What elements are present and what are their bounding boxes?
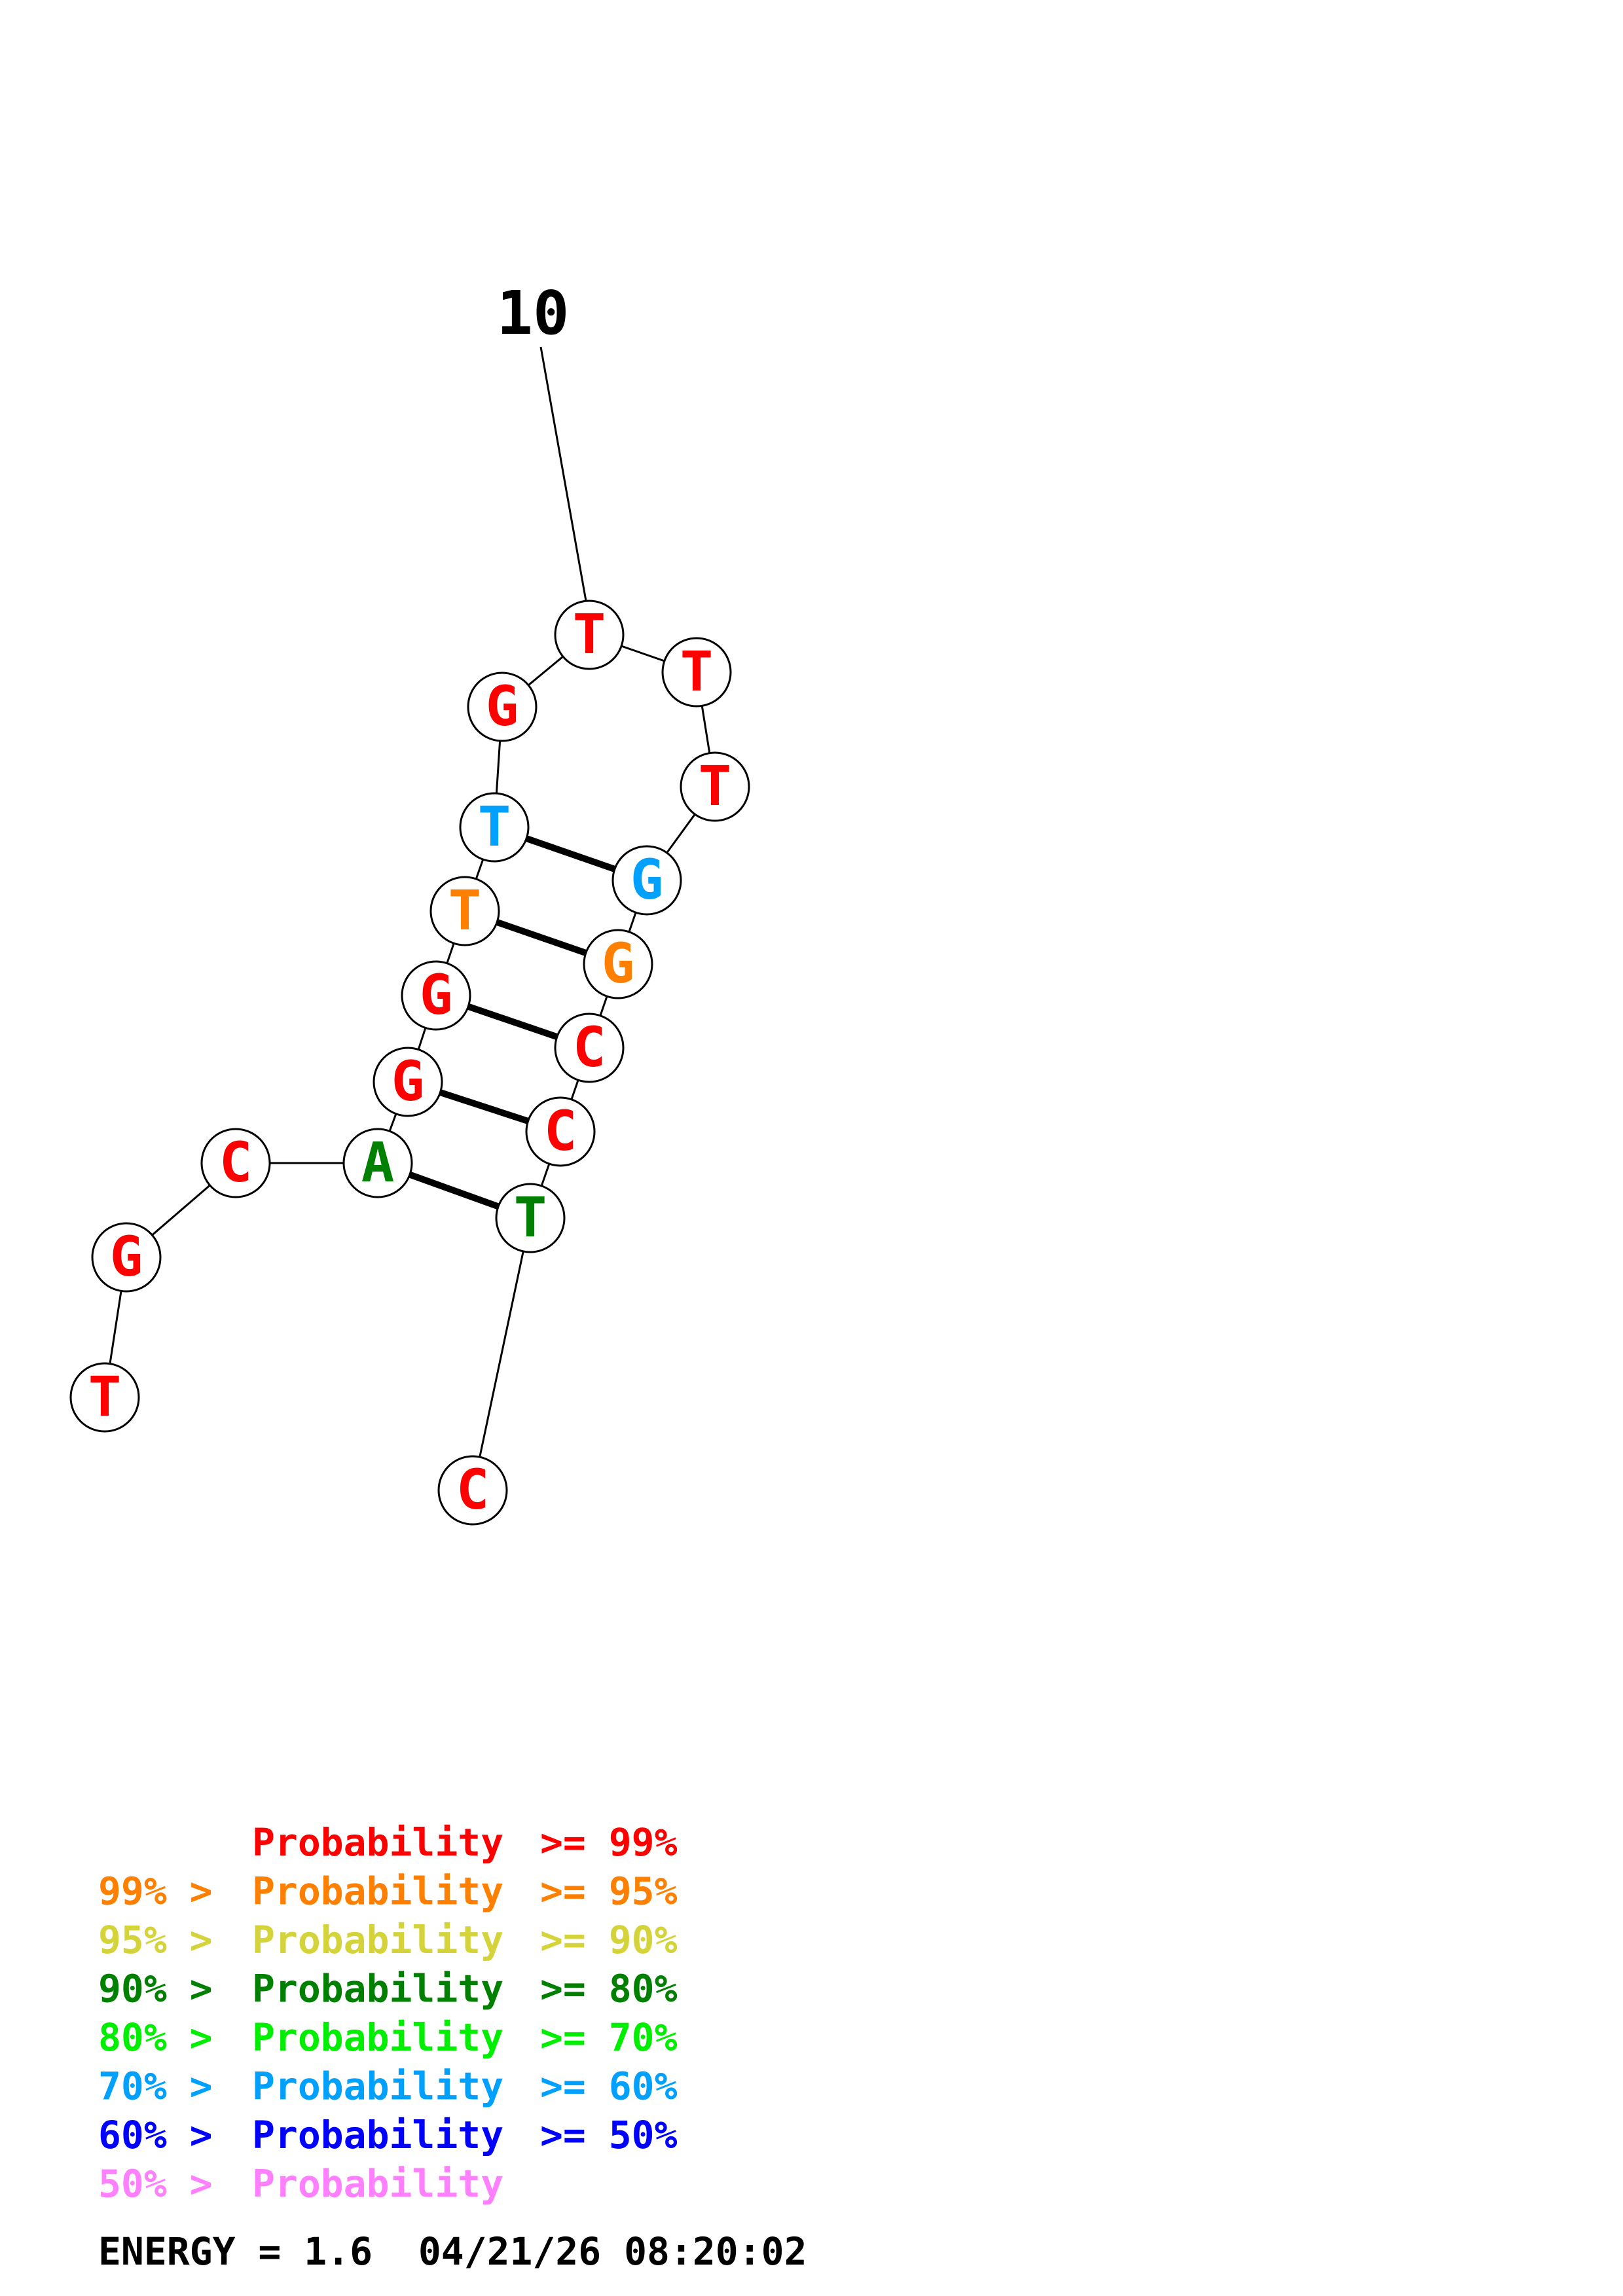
nucleotide-circle — [583, 929, 653, 999]
legend-label: Probability — [252, 2064, 503, 2109]
nucleotide-base: C — [544, 1099, 577, 1163]
legend-label: Probability — [252, 1918, 503, 1962]
nucleotide-circle — [554, 600, 625, 670]
nucleotide-base: C — [456, 1458, 490, 1522]
nucleotide-10: T — [554, 600, 625, 670]
nucleotide-12: T — [680, 751, 750, 822]
nucleotide-3: C — [200, 1128, 271, 1198]
backbone-segment — [471, 1217, 532, 1491]
nucleotide-17: T — [495, 1183, 566, 1253]
legend-suffix: >= 50% — [540, 2113, 678, 2157]
nucleotide-4: A — [342, 1128, 413, 1198]
nucleotide-15: C — [554, 1013, 625, 1083]
legend-label: Probability — [252, 1869, 503, 1914]
nucleotide-base: T — [88, 1365, 122, 1429]
nucleotide-5: G — [373, 1047, 443, 1117]
nucleotide-circle — [373, 1047, 443, 1117]
legend-prefix: 99% > — [98, 1869, 213, 1914]
nucleotide-circle — [525, 1096, 596, 1167]
nucleotide-11: T — [661, 637, 732, 708]
nucleotide-base: G — [420, 963, 453, 1027]
nucleotide-circle — [661, 637, 732, 708]
nucleotide-circle — [437, 1455, 508, 1526]
nucleotide-circle — [429, 876, 500, 946]
legend-row: 90% > Probability >= 80% — [98, 1967, 678, 2011]
nucleotide-1: T — [69, 1362, 140, 1433]
position-marker-tick — [539, 346, 587, 601]
nucleotide-14: G — [583, 929, 653, 999]
nucleotide-base: C — [573, 1015, 606, 1079]
nucleotide-base: A — [361, 1130, 395, 1194]
nucleotide-circle — [611, 845, 682, 916]
nucleotide-base: G — [486, 674, 519, 738]
legend-row: 80% > Probability >= 70% — [98, 2015, 678, 2060]
nucleotide-circle — [401, 960, 471, 1031]
legend-suffix: >= 70% — [540, 2015, 678, 2060]
legend-suffix: >= 60% — [540, 2064, 678, 2109]
legend-prefix: 95% > — [98, 1918, 213, 1962]
nucleotide-base: T — [514, 1185, 547, 1249]
legend-row: 60% > Probability >= 50% — [98, 2113, 678, 2157]
legend-prefix: 60% > — [98, 2113, 213, 2157]
legend-label: Probability — [252, 2113, 503, 2157]
legend-prefix: 70% > — [98, 2064, 213, 2109]
nucleotide-16: C — [525, 1096, 596, 1167]
nucleotide-7: T — [429, 876, 500, 946]
nucleotide-circle — [200, 1128, 271, 1198]
legend-prefix: 50% > — [98, 2162, 213, 2206]
nucleotide-circle — [554, 1013, 625, 1083]
legend-label: Probability — [252, 1820, 503, 1865]
legend-row: 50% > Probability — [98, 2162, 503, 2206]
nucleotide-base: G — [110, 1225, 143, 1289]
legend-row: 99% > Probability >= 95% — [98, 1869, 678, 1914]
nucleotide-circle — [467, 672, 538, 742]
nucleotide-circle — [680, 751, 750, 822]
energy-readout: ENERGY = 1.6 04/21/26 08:20:02 — [98, 2229, 807, 2274]
legend-suffix: >= 99% — [540, 1820, 678, 1865]
legend-row: Probability >= 99% — [252, 1820, 678, 1865]
nucleotide-13: G — [611, 845, 682, 916]
legend-row: 70% > Probability >= 60% — [98, 2064, 678, 2109]
legend-suffix: >= 95% — [540, 1869, 678, 1914]
nucleotide-base: G — [630, 848, 664, 912]
nucleotide-8: T — [459, 792, 530, 863]
probability-legend: Probability >= 99%99% > Probability >= 95%9… — [98, 1820, 678, 2206]
legend-suffix: >= 90% — [540, 1918, 678, 1962]
legend-label: Probability — [252, 2162, 503, 2206]
nucleotide-circle — [342, 1128, 413, 1198]
nucleotide-2: G — [91, 1222, 162, 1293]
nucleotide-base: G — [392, 1049, 425, 1113]
nucleotide-base: T — [680, 639, 714, 704]
nucleotide-base: T — [448, 878, 482, 942]
legend-label: Probability — [252, 1967, 503, 2011]
nucleotide-circle — [459, 792, 530, 863]
nucleotide-9: G — [467, 672, 538, 742]
legend-prefix: 90% > — [98, 1967, 213, 2011]
nucleotide-base: G — [602, 931, 635, 996]
nucleotide-base: T — [573, 602, 606, 666]
nucleotide-base: C — [219, 1130, 253, 1194]
legend-prefix: 80% > — [98, 2015, 213, 2060]
nucleotide-base: T — [478, 795, 511, 859]
legend-label: Probability — [252, 2015, 503, 2060]
position-label-10: 10 — [497, 278, 570, 348]
nucleotide-circle — [69, 1362, 140, 1433]
legend-row: 95% > Probability >= 90% — [98, 1918, 678, 1962]
nucleotide-18: C — [437, 1455, 508, 1526]
nucleotide-circle — [495, 1183, 566, 1253]
legend-suffix: >= 80% — [540, 1967, 678, 2011]
nucleotide-circle — [91, 1222, 162, 1293]
nucleotide-base: T — [699, 754, 732, 818]
nucleotide-6: G — [401, 960, 471, 1031]
